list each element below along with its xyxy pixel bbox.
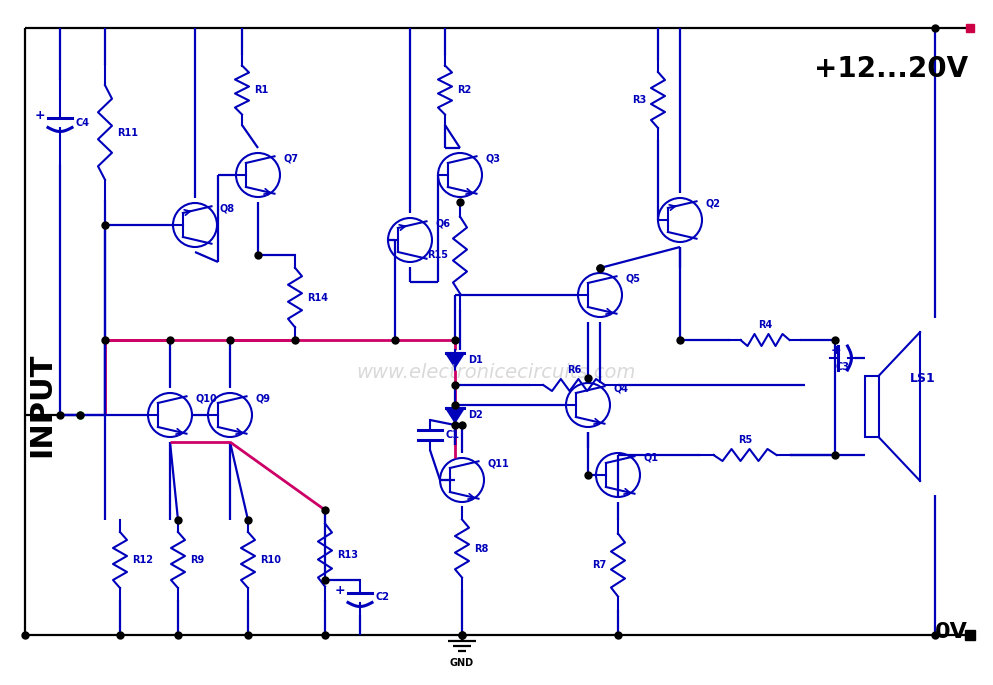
Text: R10: R10 bbox=[260, 555, 281, 565]
Text: Q9: Q9 bbox=[255, 393, 270, 403]
Text: R14: R14 bbox=[307, 292, 328, 303]
Text: R9: R9 bbox=[190, 555, 205, 565]
Text: R3: R3 bbox=[632, 95, 646, 105]
Text: Q3: Q3 bbox=[485, 153, 500, 163]
Text: LS1: LS1 bbox=[910, 371, 935, 384]
Text: Q10: Q10 bbox=[195, 393, 216, 403]
Text: C1: C1 bbox=[445, 430, 459, 440]
Text: +: + bbox=[830, 344, 841, 357]
Text: Q6: Q6 bbox=[435, 218, 450, 228]
Text: C3: C3 bbox=[835, 362, 849, 372]
Polygon shape bbox=[446, 408, 464, 422]
Text: R7: R7 bbox=[592, 560, 606, 570]
Text: GND: GND bbox=[450, 658, 474, 668]
Polygon shape bbox=[446, 353, 464, 367]
Text: R1: R1 bbox=[254, 85, 268, 95]
Text: R15: R15 bbox=[427, 250, 448, 260]
Text: R8: R8 bbox=[474, 543, 489, 553]
Text: R12: R12 bbox=[132, 555, 153, 565]
Text: Q7: Q7 bbox=[283, 153, 298, 163]
Text: Q5: Q5 bbox=[625, 273, 640, 283]
Text: www.electronicecircuits.com: www.electronicecircuits.com bbox=[356, 362, 636, 382]
Text: R11: R11 bbox=[117, 127, 138, 138]
Text: D2: D2 bbox=[468, 410, 483, 420]
Text: Q2: Q2 bbox=[705, 198, 720, 208]
Text: R5: R5 bbox=[738, 435, 752, 445]
Text: INPUT: INPUT bbox=[28, 353, 57, 457]
Text: 0V: 0V bbox=[935, 622, 968, 642]
Text: Q8: Q8 bbox=[220, 203, 235, 213]
Bar bbox=[865, 375, 879, 438]
Text: R4: R4 bbox=[758, 320, 773, 330]
Text: R2: R2 bbox=[457, 85, 472, 95]
Text: +: + bbox=[335, 584, 345, 597]
Text: +12...20V: +12...20V bbox=[814, 55, 968, 83]
Text: R13: R13 bbox=[337, 550, 358, 560]
Text: D1: D1 bbox=[468, 355, 483, 365]
Text: Q1: Q1 bbox=[643, 453, 658, 463]
Text: C4: C4 bbox=[75, 118, 89, 127]
Text: R6: R6 bbox=[567, 365, 581, 375]
Text: C2: C2 bbox=[375, 593, 389, 603]
Text: +: + bbox=[35, 109, 45, 122]
Text: Q11: Q11 bbox=[487, 458, 508, 468]
Text: Q4: Q4 bbox=[613, 383, 628, 393]
